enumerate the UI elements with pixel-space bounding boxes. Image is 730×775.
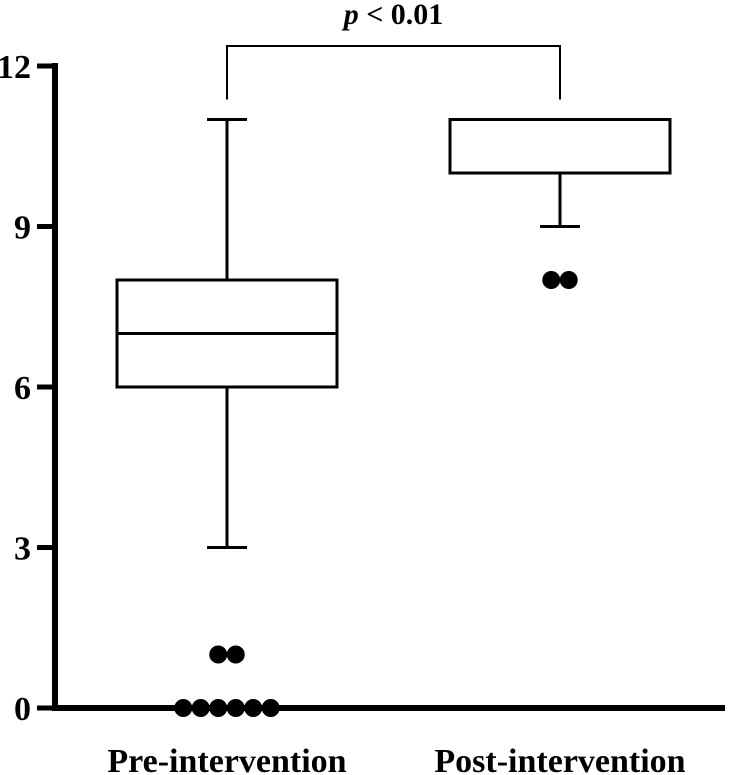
box-group [115, 118, 339, 717]
outlier-point [209, 645, 228, 664]
significance-threshold: < 0.01 [359, 0, 444, 31]
category-label: Pre-intervention [107, 743, 346, 775]
outlier-point [209, 699, 228, 717]
outlier-point [542, 271, 561, 289]
y-tick-label: 0 [14, 691, 31, 728]
y-tick-label: 12 [0, 49, 31, 86]
significance-annotation: p < 0.01 [226, 0, 561, 100]
outlier-point [226, 645, 245, 664]
category-labels: Pre-intervention Post-intervention [107, 743, 685, 775]
box-group [448, 118, 672, 289]
box-iqr [448, 118, 672, 175]
outlier-point [244, 699, 263, 717]
y-ticks: 0 3 6 9 12 [0, 49, 55, 728]
significance-label: p < 0.01 [341, 0, 444, 31]
y-tick-label: 9 [14, 210, 31, 247]
boxes [115, 118, 672, 717]
category-label: Post-intervention [434, 743, 685, 775]
y-tick-label: 3 [14, 531, 31, 568]
y-tick-label: 6 [14, 370, 31, 407]
significance-bracket [226, 45, 561, 100]
outlier-point [226, 699, 245, 717]
outlier-point [191, 699, 210, 717]
outlier-point [261, 699, 280, 717]
significance-p: p [341, 0, 359, 31]
outlier-point [174, 699, 193, 717]
outlier-point [559, 271, 578, 289]
